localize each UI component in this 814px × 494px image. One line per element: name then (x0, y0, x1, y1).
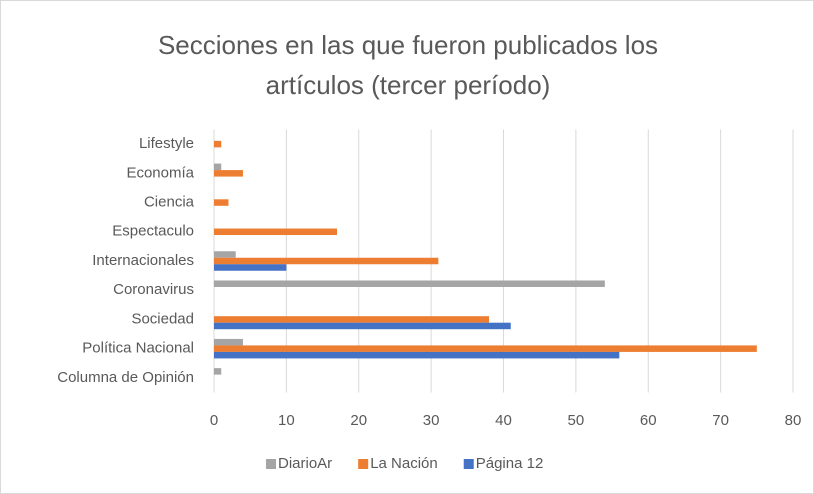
y-tick-label: Ciencia (144, 194, 195, 211)
bar (214, 140, 222, 148)
legend-label: Página 12 (476, 455, 544, 472)
y-tick-label: Política Nacional (82, 340, 194, 357)
bar (214, 338, 243, 346)
legend-swatch (266, 459, 276, 469)
bar (214, 257, 439, 265)
y-tick-label: Internacionales (92, 252, 194, 269)
legend-swatch (463, 459, 474, 469)
bar (214, 163, 222, 171)
bar (214, 264, 287, 271)
x-tick-label: 70 (712, 412, 729, 429)
x-tick-label: 40 (495, 412, 512, 429)
y-tick-label: Lifestyle (139, 135, 194, 152)
x-tick-label: 0 (210, 412, 218, 429)
legend-label: DiarioAr (278, 455, 332, 472)
bar (214, 170, 243, 177)
bar (214, 251, 236, 258)
x-tick-label: 60 (640, 412, 657, 429)
x-tick-label: 10 (278, 412, 295, 429)
bar (214, 345, 757, 352)
chart-title: Secciones en las que fueron publicados l… (157, 30, 659, 100)
x-tick-label: 20 (350, 412, 367, 429)
y-tick-label: Coronavirus (113, 281, 194, 298)
legend-swatch (358, 459, 369, 469)
y-tick-label: Columna de Opinión (57, 369, 194, 386)
bar (214, 368, 222, 375)
x-tick-label: 80 (785, 412, 802, 429)
bar (214, 280, 605, 287)
bar (214, 351, 620, 359)
y-tick-label: Sociedad (131, 310, 194, 327)
x-tick-label: 30 (423, 412, 440, 429)
legend-label: La Nación (370, 455, 438, 472)
bar (214, 316, 490, 323)
y-tick-label: Economía (126, 164, 194, 181)
y-tick-label: Espectaculo (112, 223, 194, 240)
bar (214, 228, 338, 236)
x-tick-label: 50 (568, 412, 585, 429)
bar (214, 322, 511, 330)
bar (214, 199, 229, 206)
